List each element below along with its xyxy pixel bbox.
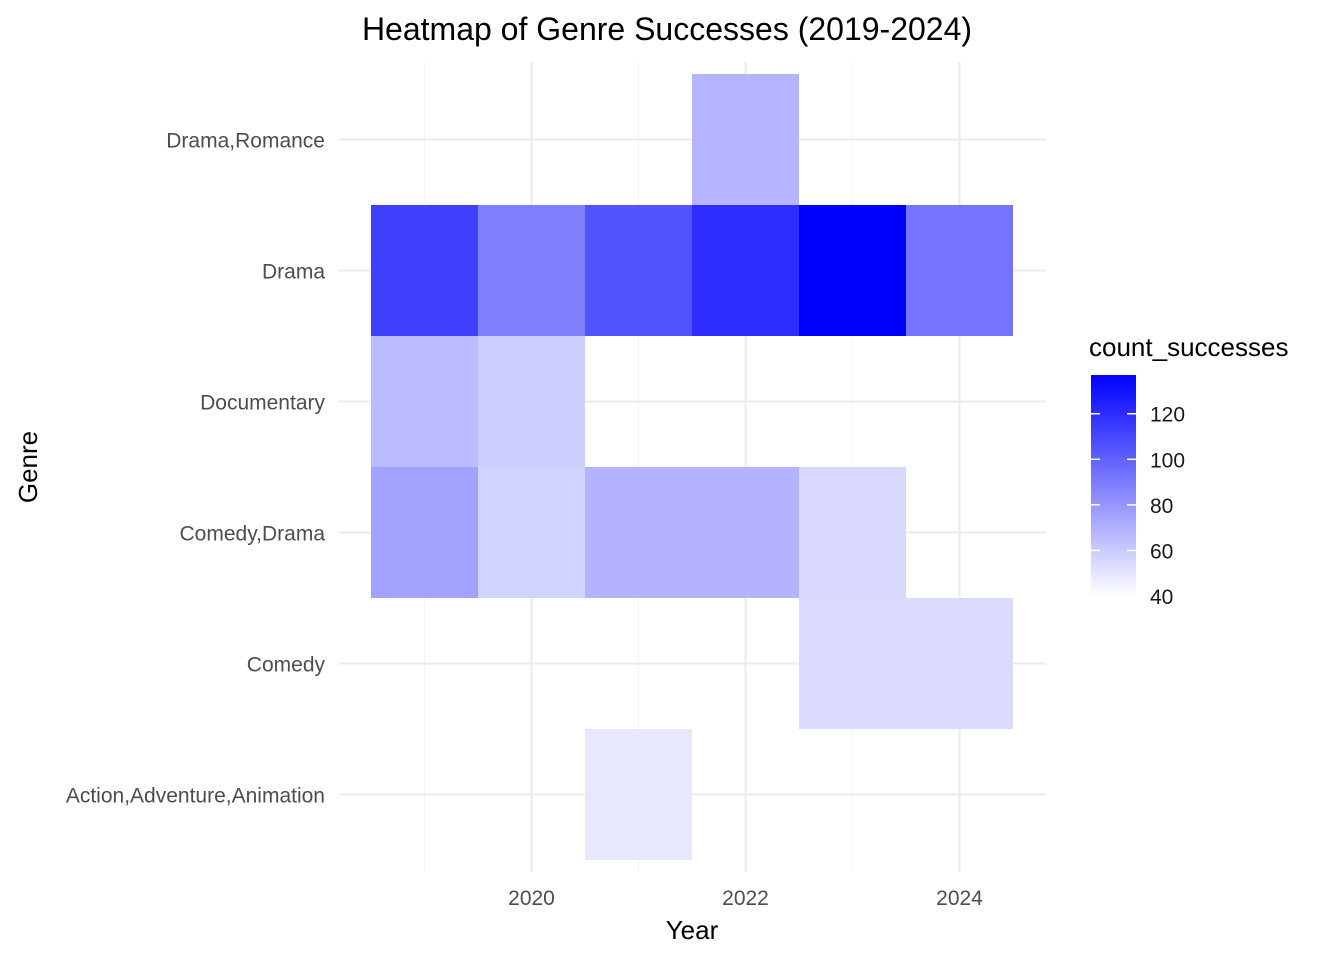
y-tick-label: Comedy — [247, 654, 326, 677]
legend-tick-label: 40 — [1150, 586, 1173, 609]
legend-tick-label: 80 — [1150, 495, 1173, 518]
heatmap-cell — [692, 467, 799, 598]
y-tick-label: Action,Adventure,Animation — [66, 785, 325, 808]
y-tick-label: Drama — [262, 261, 325, 284]
y-tick-label: Comedy,Drama — [180, 523, 326, 546]
legend: count_successes 40 60 80 100 120 — [1089, 332, 1288, 609]
heatmap-cell — [371, 467, 478, 598]
heatmap-cell — [692, 205, 799, 336]
y-tick-label: Documentary — [200, 392, 325, 415]
legend-tick-label: 60 — [1150, 540, 1173, 563]
heatmap-cells — [371, 74, 1013, 860]
heatmap-cell — [799, 467, 906, 598]
x-tick-label: 2022 — [722, 887, 769, 910]
heatmap-cell — [585, 467, 692, 598]
heatmap-cell — [906, 598, 1013, 729]
heatmap-cell — [478, 205, 585, 336]
x-tick-label: 2020 — [508, 887, 555, 910]
heatmap-cell — [478, 336, 585, 467]
heatmap-cell — [371, 336, 478, 467]
legend-tick-label: 100 — [1150, 449, 1185, 472]
heatmap-cell — [906, 205, 1013, 336]
heatmap-cell — [478, 467, 585, 598]
legend-tick-label: 120 — [1150, 404, 1185, 427]
heatmap-cell — [799, 205, 906, 336]
chart-title: Heatmap of Genre Successes (2019-2024) — [362, 11, 972, 47]
heatmap-cell — [692, 74, 799, 205]
y-tick-label: Drama,Romance — [166, 130, 325, 153]
heatmap-cell — [799, 598, 906, 729]
x-axis-title: Year — [666, 915, 719, 945]
y-axis-tick-labels: Action,Adventure,Animation Comedy Comedy,D… — [66, 130, 326, 808]
heatmap-cell — [585, 729, 692, 860]
heatmap-cell — [371, 205, 478, 336]
legend-ticks: 40 60 80 100 120 — [1091, 404, 1185, 609]
x-axis-tick-labels: 2020 2022 2024 — [508, 887, 983, 910]
heatmap-cell — [585, 205, 692, 336]
legend-title: count_successes — [1089, 332, 1288, 362]
x-tick-label: 2024 — [936, 887, 983, 910]
y-axis-title: Genre — [13, 431, 43, 503]
legend-colorbar — [1091, 375, 1136, 596]
